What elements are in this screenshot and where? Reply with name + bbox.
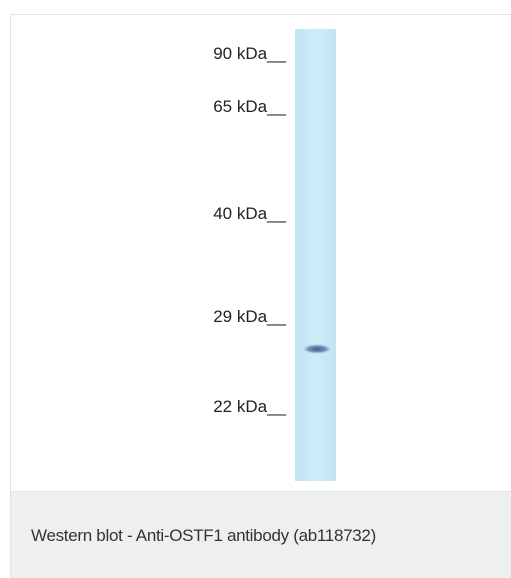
marker-label: 22 kDa__ <box>213 397 286 416</box>
marker-label: 29 kDa__ <box>213 307 286 326</box>
lane <box>295 29 336 481</box>
page: 90 kDa__ 65 kDa__ 40 kDa__ 29 kDa__ 22 k… <box>0 0 511 578</box>
caption-bar: Western blot - Anti-OSTF1 antibody (ab11… <box>10 492 511 578</box>
marker-label: 90 kDa__ <box>213 44 286 63</box>
marker-label: 40 kDa__ <box>213 204 286 223</box>
blot-figure: 90 kDa__ 65 kDa__ 40 kDa__ 29 kDa__ 22 k… <box>10 14 511 492</box>
band <box>302 344 332 354</box>
caption: Western blot - Anti-OSTF1 antibody (ab11… <box>31 526 376 546</box>
marker-label: 65 kDa__ <box>213 97 286 116</box>
blot-image: 90 kDa__ 65 kDa__ 40 kDa__ 29 kDa__ 22 k… <box>11 15 511 493</box>
